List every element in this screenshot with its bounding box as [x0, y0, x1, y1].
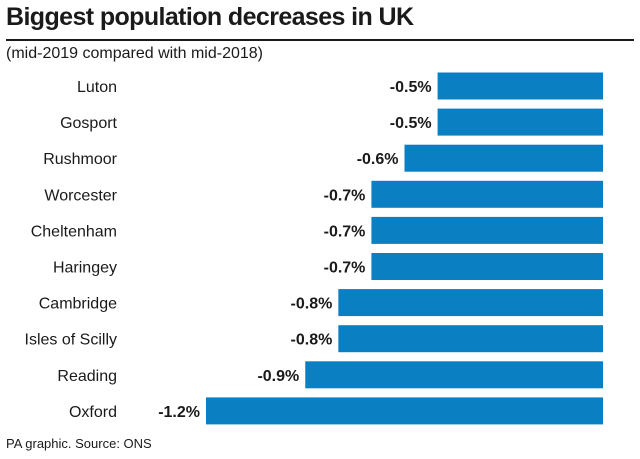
bar	[404, 144, 603, 172]
value-label: -0.8%	[291, 296, 333, 313]
category-label: Worcester	[44, 187, 117, 204]
chart-title: Biggest population decreases in UK	[6, 3, 414, 31]
chart-subtitle: (mid-2019 compared with mid-2018)	[6, 45, 263, 62]
category-label: Luton	[77, 79, 117, 96]
bar	[371, 216, 603, 244]
category-label: Isles of Scilly	[25, 332, 117, 349]
value-label: -1.2%	[158, 404, 200, 421]
category-label: Rushmoor	[43, 151, 117, 168]
title-divider	[6, 39, 634, 41]
bar	[338, 325, 603, 353]
bar	[338, 289, 603, 317]
category-label: Cambridge	[39, 296, 117, 313]
category-label: Reading	[57, 368, 117, 385]
category-label: Cheltenham	[31, 223, 117, 240]
source-note: PA graphic. Source: ONS	[6, 436, 152, 451]
value-label: -0.6%	[357, 151, 399, 168]
bar	[206, 397, 603, 425]
bar	[371, 253, 603, 280]
value-label: -0.7%	[324, 223, 366, 240]
category-label: Haringey	[53, 260, 117, 277]
bar	[371, 180, 603, 208]
value-label: -0.8%	[291, 332, 333, 349]
bar	[437, 72, 603, 100]
value-label: -0.5%	[390, 115, 432, 132]
category-label: Gosport	[60, 115, 117, 132]
value-label: -0.9%	[257, 368, 299, 385]
category-label: Oxford	[69, 404, 117, 421]
bar	[437, 108, 603, 136]
value-label: -0.7%	[324, 260, 366, 277]
value-label: -0.7%	[324, 187, 366, 204]
bar	[305, 361, 603, 389]
value-label: -0.5%	[390, 79, 432, 96]
